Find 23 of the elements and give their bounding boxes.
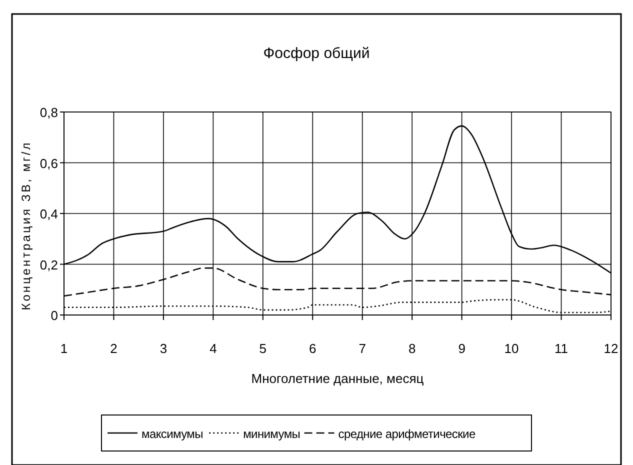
x-tick-label: 5 (259, 341, 267, 356)
x-tick-label: 7 (358, 341, 366, 356)
legend-label: максимумы (142, 427, 203, 441)
x-tick-label: 6 (309, 341, 316, 356)
y-tick-label: 0,8 (40, 105, 58, 120)
x-tick-label: 8 (408, 341, 416, 356)
x-tick-label: 11 (554, 341, 568, 356)
x-tick-label: 4 (210, 341, 217, 356)
y-tick-label: 0,2 (40, 257, 58, 272)
y-tick-label: 0 (50, 308, 58, 323)
x-tick-label: 10 (504, 341, 519, 356)
x-tick-label: 12 (604, 341, 618, 356)
x-tick-label: 9 (458, 341, 466, 356)
x-tick-label: 3 (160, 341, 168, 356)
legend-label: средние арифметические (338, 427, 476, 441)
y-tick-label: 0,6 (40, 156, 58, 171)
y-axis-title: Концентрация ЗВ, мг/л (19, 140, 33, 310)
x-tick-label: 1 (60, 341, 68, 356)
x-tick-label: 2 (110, 341, 118, 356)
y-tick-label: 0,4 (40, 206, 58, 222)
chart-title: Фосфор общий (263, 45, 370, 62)
legend-label: минимумы (243, 427, 300, 441)
x-axis-title: Многолетние данные, месяц (251, 371, 424, 386)
